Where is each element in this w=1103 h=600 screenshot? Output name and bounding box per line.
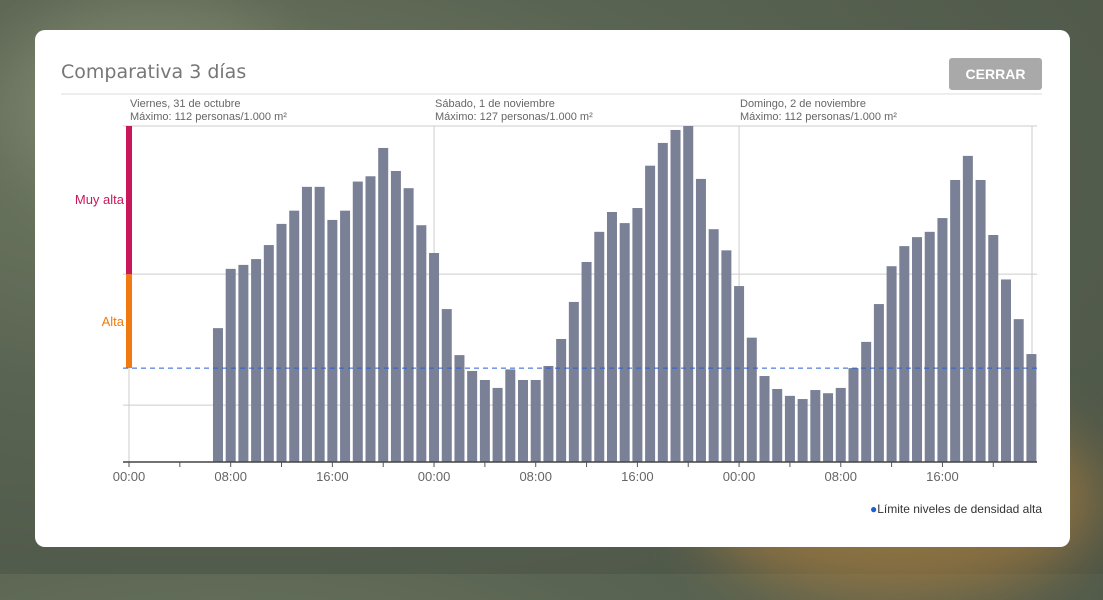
day-label: Sábado, 1 de noviembre xyxy=(435,98,555,110)
x-tick-label: 08:00 xyxy=(824,469,857,484)
bar xyxy=(479,379,490,462)
bar xyxy=(212,328,223,462)
bar xyxy=(721,250,732,462)
bar xyxy=(530,379,541,462)
bar xyxy=(390,170,401,462)
bar xyxy=(327,219,338,462)
bar xyxy=(1000,279,1011,462)
x-tick-label: 16:00 xyxy=(621,469,654,484)
bar xyxy=(823,393,834,462)
bar xyxy=(772,388,783,462)
x-tick-label: 00:00 xyxy=(723,469,756,484)
legend-label: Límite niveles de densidad alta xyxy=(877,502,1042,516)
bar xyxy=(606,211,617,462)
bar xyxy=(797,399,808,462)
bar xyxy=(1026,354,1037,462)
level-label-very-high: Muy alta xyxy=(74,192,124,207)
level-band-very-high xyxy=(126,126,132,275)
bar xyxy=(454,355,465,462)
bar xyxy=(581,261,592,462)
bar xyxy=(365,176,376,463)
bar xyxy=(759,376,770,462)
bar xyxy=(924,231,935,462)
bar xyxy=(784,395,795,462)
bar xyxy=(619,223,630,462)
day-max: Máximo: 112 personas/1.000 m² xyxy=(130,111,287,123)
x-tick-label: 00:00 xyxy=(418,469,451,484)
day-header-1: Viernes, 31 de octubre Máximo: 112 perso… xyxy=(130,98,287,124)
x-tick-label: 16:00 xyxy=(926,469,959,484)
bar xyxy=(276,223,287,462)
bar xyxy=(950,179,961,462)
bar xyxy=(683,126,694,462)
bar xyxy=(937,218,948,462)
bar xyxy=(708,229,719,462)
level-band-high xyxy=(126,274,132,369)
bar xyxy=(378,147,389,463)
x-tick-label: 08:00 xyxy=(519,469,552,484)
bar xyxy=(467,370,478,462)
bar xyxy=(314,186,325,462)
bar xyxy=(848,368,859,462)
bar xyxy=(962,155,973,462)
day-max: Máximo: 127 personas/1.000 m² xyxy=(435,111,593,123)
bar xyxy=(225,268,236,462)
bar xyxy=(975,179,986,462)
bar xyxy=(340,210,351,462)
bar xyxy=(810,390,821,462)
close-button[interactable]: CERRAR xyxy=(949,58,1042,90)
bar xyxy=(873,304,884,462)
bar xyxy=(861,341,872,462)
bar xyxy=(568,301,579,462)
header-divider xyxy=(61,93,1042,95)
density-bar-chart: 00:00 08:00 16:00 00:00 08:00 16:00 00:00 08:00… xyxy=(113,125,1037,484)
bar xyxy=(518,379,529,462)
bar xyxy=(492,387,503,462)
bar xyxy=(251,259,262,462)
bar xyxy=(238,264,249,462)
bar xyxy=(746,337,757,462)
modal-title: Comparativa 3 días xyxy=(61,61,247,83)
bar xyxy=(835,387,846,462)
bar xyxy=(289,210,300,462)
day-max: Máximo: 112 personas/1.000 m² xyxy=(740,111,897,123)
x-tick-label: 16:00 xyxy=(316,469,349,484)
bar xyxy=(632,208,643,462)
bar xyxy=(886,266,897,462)
bar xyxy=(403,188,414,463)
level-label-high: Alta xyxy=(101,314,124,329)
day-label: Viernes, 31 de octubre xyxy=(130,98,241,110)
bar xyxy=(543,365,554,462)
x-tick-label: 00:00 xyxy=(113,469,146,484)
bar xyxy=(695,178,706,462)
day-header-3: Domingo, 2 de noviembre Máximo: 112 pers… xyxy=(740,98,897,124)
bar xyxy=(441,309,452,462)
bar xyxy=(429,252,440,462)
bar xyxy=(416,225,427,462)
bar xyxy=(645,165,656,462)
bar xyxy=(1013,319,1024,462)
day-label: Domingo, 2 de noviembre xyxy=(740,98,866,110)
day-header-2: Sábado, 1 de noviembre Máximo: 127 perso… xyxy=(435,98,593,124)
bar xyxy=(734,286,745,462)
x-tick-label: 08:00 xyxy=(214,469,247,484)
legend: ●Límite niveles de densidad alta xyxy=(870,502,1042,516)
bar xyxy=(263,245,274,462)
bar xyxy=(899,246,910,462)
bar xyxy=(670,129,681,462)
bar xyxy=(988,235,999,462)
bar xyxy=(556,338,567,462)
bar xyxy=(594,231,605,462)
bar xyxy=(657,142,668,462)
bar xyxy=(505,369,516,462)
legend-marker-icon: ● xyxy=(869,502,878,516)
bar xyxy=(352,181,363,462)
bar xyxy=(912,237,923,462)
bar xyxy=(301,186,312,462)
